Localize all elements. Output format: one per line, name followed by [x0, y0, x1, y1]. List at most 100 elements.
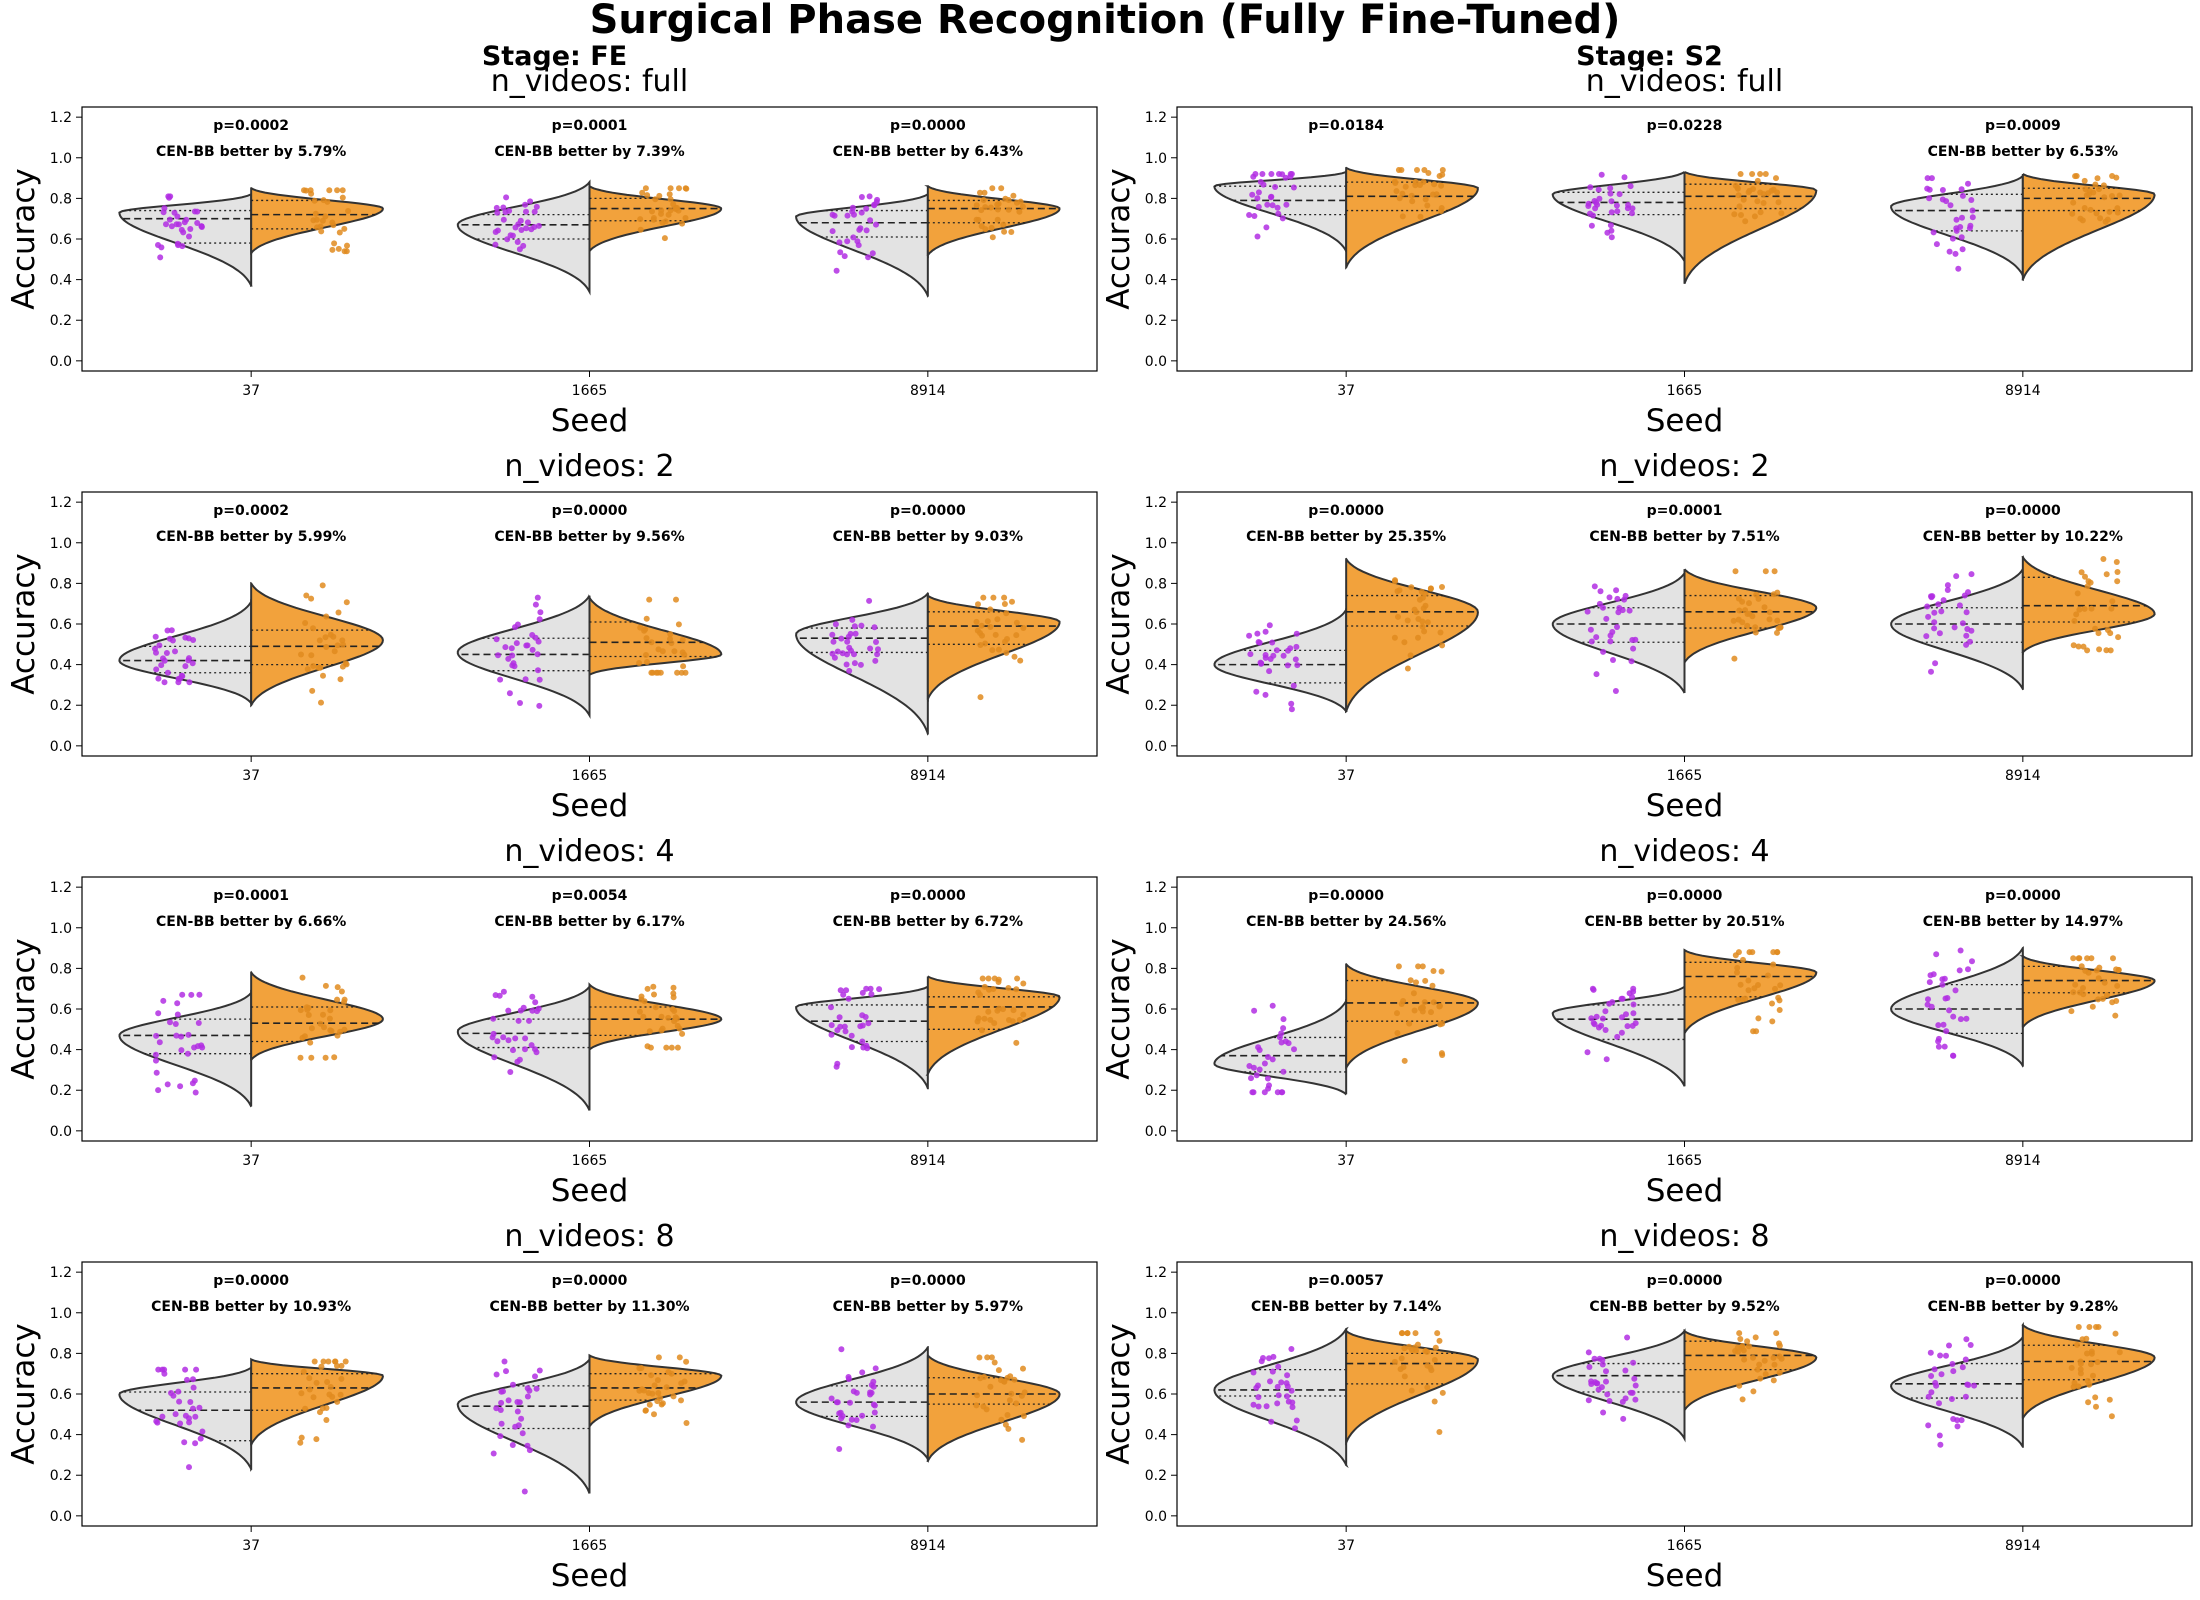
p-value-label: p=0.0000 [1647, 888, 1723, 904]
data-point [337, 676, 344, 683]
data-point [339, 187, 346, 194]
data-point [1431, 1398, 1438, 1405]
data-point [492, 241, 499, 248]
data-point [995, 200, 1002, 207]
data-point [1265, 1054, 1271, 1060]
data-point [1288, 171, 1295, 177]
data-point [2095, 975, 2102, 982]
data-point [334, 1398, 341, 1405]
data-point [1735, 1348, 1741, 1355]
data-point [1963, 632, 1970, 639]
data-point [1769, 1018, 1776, 1025]
data-point [303, 1004, 310, 1011]
data-point [1016, 1016, 1023, 1023]
data-point [1291, 1046, 1297, 1053]
y-tick-label: 0.2 [50, 698, 72, 714]
data-point [1014, 975, 1021, 982]
data-point [1624, 205, 1631, 212]
data-point [1436, 1337, 1443, 1344]
data-point [832, 621, 839, 628]
data-point [846, 644, 853, 651]
data-point [1401, 1373, 1408, 1380]
data-point [829, 631, 836, 638]
y-tick-label: 1.0 [50, 1306, 72, 1322]
y-tick-label: 0.6 [50, 1387, 72, 1403]
y-tick-label: 0.6 [1145, 617, 1167, 633]
data-point [1419, 623, 1426, 630]
data-point [863, 227, 870, 234]
data-point [977, 1375, 984, 1382]
y-axis-label: Accuracy [1101, 938, 1137, 1080]
data-point [659, 1025, 666, 1032]
data-point [981, 1015, 988, 1022]
data-point [655, 1390, 662, 1396]
data-point [338, 1375, 345, 1382]
violin-cenbb [2019, 955, 2156, 1029]
p-value-label: p=0.0000 [1308, 888, 1384, 904]
violin-cenbb [2021, 555, 2156, 655]
data-point [1431, 181, 1438, 188]
data-point [1937, 1352, 1944, 1359]
panel-title: n_videos: 4 [504, 834, 674, 869]
data-point [829, 211, 836, 218]
data-point [1411, 1007, 1418, 1014]
data-point [300, 1368, 307, 1375]
y-tick-label: 1.0 [1145, 151, 1167, 167]
data-point [1593, 671, 1600, 678]
violin-baseline [456, 595, 591, 720]
data-point [326, 187, 333, 194]
data-point [1930, 229, 1937, 236]
data-point [1261, 1060, 1268, 1067]
x-tick-label: 1665 [1667, 383, 1703, 399]
data-point [1768, 187, 1775, 194]
data-point [675, 621, 682, 628]
data-point [194, 220, 201, 226]
data-point [152, 633, 159, 640]
data-point [1288, 1387, 1295, 1394]
data-point [1745, 987, 1752, 994]
data-point [1406, 1020, 1413, 1027]
data-point [1433, 191, 1440, 198]
violin-baseline [1551, 171, 1686, 262]
data-point [1745, 1343, 1752, 1350]
data-point [1248, 1075, 1254, 1082]
data-point [1775, 625, 1782, 632]
data-point [1776, 1369, 1783, 1376]
data-point [867, 217, 874, 224]
data-point [1948, 1396, 1955, 1402]
data-point [1003, 610, 1010, 617]
y-tick-label: 0.6 [1145, 1002, 1167, 1018]
data-point [1732, 568, 1739, 575]
data-point [326, 1015, 333, 1022]
data-point [534, 651, 541, 658]
data-point [1956, 967, 1963, 974]
data-point [836, 1446, 843, 1452]
data-point [1753, 591, 1760, 598]
y-axis-label: Accuracy [6, 168, 42, 310]
data-point [636, 1387, 643, 1394]
data-point [198, 224, 205, 230]
data-point [1430, 999, 1437, 1006]
data-point [1258, 660, 1265, 667]
data-point [1606, 1000, 1613, 1007]
data-point [155, 1087, 162, 1094]
data-point [1255, 1382, 1261, 1389]
data-point [1925, 1422, 1932, 1429]
violin-baseline [456, 1358, 591, 1494]
data-point [1959, 192, 1966, 199]
data-point [185, 1031, 192, 1038]
data-point [1619, 1398, 1626, 1405]
data-point [845, 1374, 852, 1380]
data-point [1263, 1403, 1270, 1410]
data-point [1431, 1357, 1438, 1363]
data-point [1629, 210, 1635, 217]
data-point [985, 1008, 992, 1015]
data-point [533, 203, 540, 210]
data-point [344, 242, 350, 249]
p-value-label: p=0.0002 [213, 503, 289, 519]
data-point [1957, 1016, 1964, 1023]
data-point [1616, 191, 1623, 198]
data-point [1016, 208, 1023, 215]
data-point [298, 651, 304, 658]
data-point [2074, 590, 2081, 597]
